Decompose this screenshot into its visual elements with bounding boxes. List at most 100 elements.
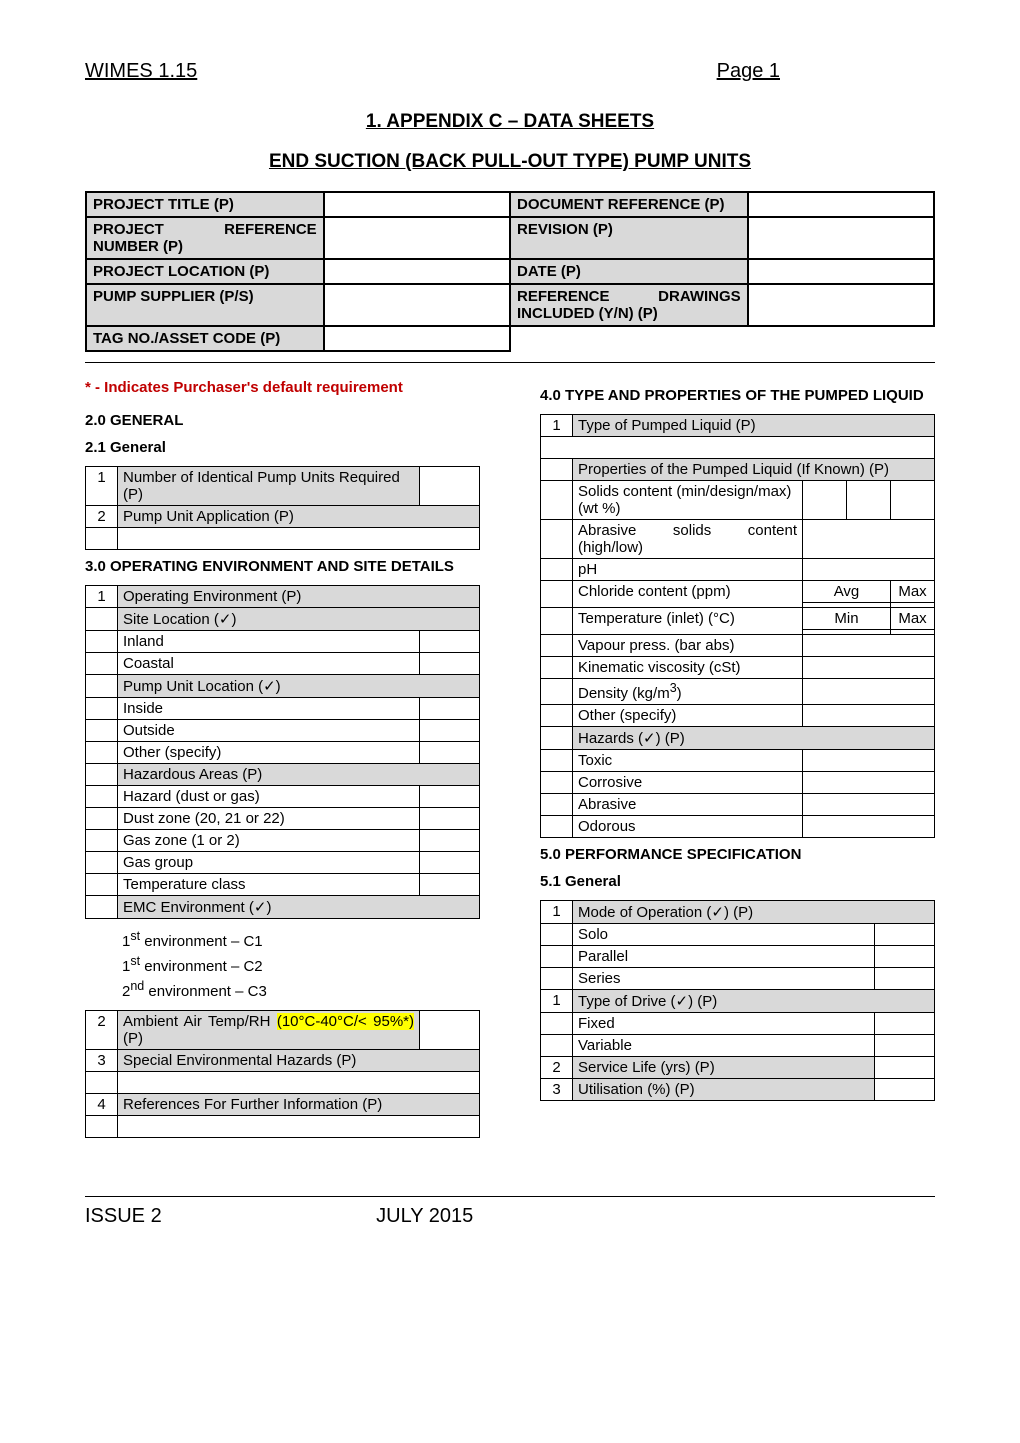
cell-value[interactable] [748,259,934,284]
general-table: 1Number of Identical Pump Units Required… [85,466,480,550]
cell-value[interactable] [748,284,934,326]
emc-c2: 1st environment – C2 [117,952,480,977]
table-row: 2Service Life (yrs) (P) [541,1057,935,1079]
table-row: Temperature class [86,874,480,896]
footer-separator [85,1196,935,1197]
table-row: Hazards (✓) (P) [541,727,935,750]
table-row: Toxic [541,750,935,772]
table-row: Gas zone (1 or 2) [86,830,480,852]
section-4-head: 4.0 TYPE AND PROPERTIES OF THE PUMPED LI… [540,387,935,404]
cell-label: TAG NO./ASSET CODE (P) [86,326,324,351]
table-row: Temperature (inlet) (°C)MinMax [541,608,935,630]
table-row: PROJECT REFERENCE NUMBER (P) REVISION (P… [86,217,934,259]
table-row: Site Location (✓) [86,608,480,631]
project-info-table: PROJECT TITLE (P) DOCUMENT REFERENCE (P)… [85,191,935,352]
table-row: Pump Unit Location (✓) [86,675,480,698]
separator [85,362,935,363]
table-row: Dust zone (20, 21 or 22) [86,808,480,830]
table-row: Other (specify) [541,705,935,727]
table-row: Variable [541,1035,935,1057]
page-footer: ISSUE 2 JULY 2015 [85,1205,935,1228]
cell-value[interactable] [748,192,934,217]
env-extra-table: 2Ambient Air Temp/RH (10°C-40°C/< 95%*) … [85,1010,480,1138]
header-right: Page 1 [717,60,780,83]
subtitle: END SUCTION (BACK PULL-OUT TYPE) PUMP UN… [85,151,935,173]
section-5-head: 5.0 PERFORMANCE SPECIFICATION [540,846,935,863]
table-row: 1Type of Drive (✓) (P) [541,990,935,1013]
table-row: 1Operating Environment (P) [86,586,480,608]
cell-label: PROJECT TITLE (P) [86,192,324,217]
table-row: Inland [86,631,480,653]
table-row: Solo [541,924,935,946]
emc-c1: 1st environment – C1 [117,927,480,952]
ambient-label: Ambient Air Temp/RH (10°C-40°C/< 95%*) (… [118,1011,420,1050]
liquid-properties-table: 1Type of Pumped Liquid (P) Properties of… [540,414,935,838]
cell-value[interactable] [324,259,510,284]
table-row: Fixed [541,1013,935,1035]
table-row: 1Number of Identical Pump Units Required… [86,467,480,506]
table-row: Chloride content (ppm)AvgMax [541,581,935,603]
page-header: WIMES 1.15 Page 1 [85,60,935,83]
table-row: 3Utilisation (%) (P) [541,1079,935,1101]
density-label: Density (kg/m3) [573,679,803,705]
right-column: 4.0 TYPE AND PROPERTIES OF THE PUMPED LI… [540,379,935,1109]
cell-label: DATE (P) [510,259,748,284]
table-row: Abrasive solids content (high/low) [541,520,935,559]
footer-date: JULY 2015 [376,1205,473,1228]
table-row: Parallel [541,946,935,968]
section-5-sub: 5.1 General [540,873,935,890]
emc-environment-list: 1st environment – C1 1st environment – C… [85,927,480,1002]
section-2-sub: 2.1 General [85,439,480,456]
cell-label: REVISION (P) [510,217,748,259]
cell-label: PROJECT REFERENCE NUMBER (P) [86,217,324,259]
table-row: Gas group [86,852,480,874]
table-row: PROJECT LOCATION (P) DATE (P) [86,259,934,284]
operating-env-table: 1Operating Environment (P) Site Location… [85,585,480,919]
table-row [541,437,935,459]
table-row: Vapour press. (bar abs) [541,635,935,657]
emc-c3: 2nd environment – C3 [117,977,480,1002]
default-requirement-note: * - Indicates Purchaser's default requir… [85,379,480,396]
table-row: 1Mode of Operation (✓) (P) [541,901,935,924]
cell-label: PROJECT LOCATION (P) [86,259,324,284]
cell-label: REFERENCE DRAWINGS INCLUDED (Y/N) (P) [510,284,748,326]
table-row: 2Ambient Air Temp/RH (10°C-40°C/< 95%*) … [86,1011,480,1050]
table-row: pH [541,559,935,581]
table-row: TAG NO./ASSET CODE (P) [86,326,934,351]
table-row: Abrasive [541,794,935,816]
table-row: Odorous [541,816,935,838]
table-row: 1Type of Pumped Liquid (P) [541,415,935,437]
table-row [86,1116,480,1138]
table-row: Properties of the Pumped Liquid (If Know… [541,459,935,481]
table-row: Other (specify) [86,742,480,764]
table-row: EMC Environment (✓) [86,896,480,919]
cell-value[interactable] [748,217,934,259]
table-row: Kinematic viscosity (cSt) [541,657,935,679]
header-left: WIMES 1.15 [85,60,197,83]
two-column-layout: * - Indicates Purchaser's default requir… [85,379,935,1146]
table-row: Solids content (min/design/max) (wt %) [541,481,935,520]
cell-value[interactable] [324,326,510,351]
table-row: 2Pump Unit Application (P) [86,506,480,528]
table-row: Density (kg/m3) [541,679,935,705]
table-row: PUMP SUPPLIER (P/S) REFERENCE DRAWINGS I… [86,284,934,326]
cell-value[interactable] [324,217,510,259]
cell-label: DOCUMENT REFERENCE (P) [510,192,748,217]
left-column: * - Indicates Purchaser's default requir… [85,379,480,1146]
table-row [86,1072,480,1094]
table-row: Coastal [86,653,480,675]
table-row: PROJECT TITLE (P) DOCUMENT REFERENCE (P) [86,192,934,217]
table-row: 3Special Environmental Hazards (P) [86,1050,480,1072]
table-row: Hazard (dust or gas) [86,786,480,808]
empty-cell [510,326,934,351]
footer-issue: ISSUE 2 [85,1205,162,1228]
cell-value[interactable] [324,284,510,326]
appendix-title: 1. APPENDIX C – DATA SHEETS [85,111,935,133]
table-row: Series [541,968,935,990]
table-row: Outside [86,720,480,742]
table-row: Inside [86,698,480,720]
cell-value[interactable] [324,192,510,217]
cell-label: PUMP SUPPLIER (P/S) [86,284,324,326]
table-row: 4References For Further Information (P) [86,1094,480,1116]
section-3-head: 3.0 OPERATING ENVIRONMENT AND SITE DETAI… [85,558,480,575]
